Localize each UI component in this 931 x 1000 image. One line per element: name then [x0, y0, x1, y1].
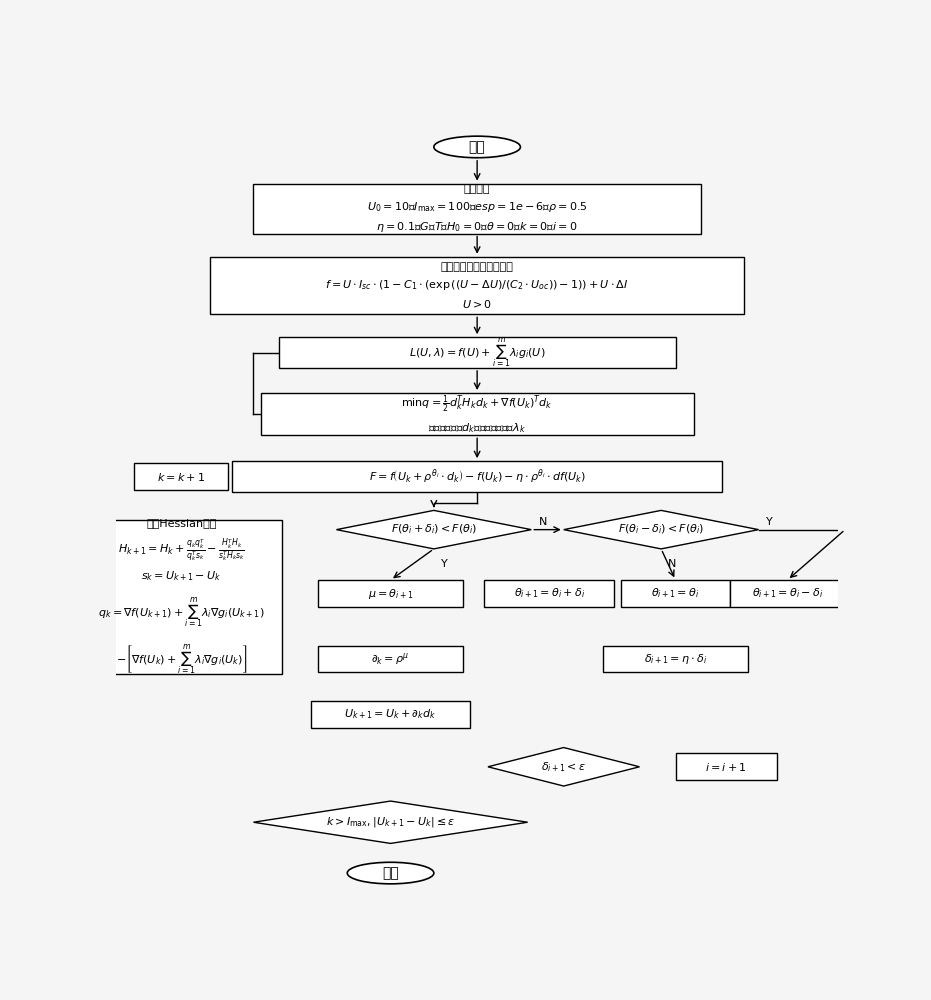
FancyBboxPatch shape: [80, 520, 282, 674]
Text: $\theta_{i+1}=\theta_i+\delta_i$: $\theta_{i+1}=\theta_i+\delta_i$: [514, 587, 585, 600]
Text: $\delta_{i+1}<\varepsilon$: $\delta_{i+1}<\varepsilon$: [541, 760, 587, 774]
Text: $F=f\left(U_k+\rho^{\theta_i}\cdot d_k\right)-f(U_k)-\eta\cdot\rho^{\theta_i}\cd: $F=f\left(U_k+\rho^{\theta_i}\cdot d_k\r…: [369, 467, 586, 486]
Text: 开始: 开始: [469, 140, 485, 154]
Text: $i=i+1$: $i=i+1$: [706, 761, 747, 773]
Text: $U_{k+1}=U_k+\partial_k d_k$: $U_{k+1}=U_k+\partial_k d_k$: [344, 708, 437, 721]
Text: 更新Hessian矩阵
$H_{k+1}=H_k+\frac{q_k q_k^T}{q_k^T s_k}-\frac{H_k^T H_k}{s_k^T H_k : 更新Hessian矩阵 $H_{k+1}=H_k+\frac{q_k q_k^T…: [98, 518, 264, 677]
Text: Y: Y: [765, 517, 773, 527]
Text: $\min q=\frac{1}{2}d_k^T H_k d_k+\nabla f(U_k)^T d_k$
确定搜索步长$d_k$和拉格朗日因子$\lambda: $\min q=\frac{1}{2}d_k^T H_k d_k+\nabla …: [401, 394, 553, 435]
FancyBboxPatch shape: [603, 646, 748, 672]
Polygon shape: [563, 510, 759, 549]
FancyBboxPatch shape: [134, 463, 228, 490]
Ellipse shape: [347, 862, 434, 884]
Text: $L(U,\lambda)=f(U)+\sum_{i=1}^{m}\lambda_i g_i(U)$: $L(U,\lambda)=f(U)+\sum_{i=1}^{m}\lambda…: [409, 335, 546, 370]
Text: $F(\theta_i+\delta_i)<F(\theta_i)$: $F(\theta_i+\delta_i)<F(\theta_i)$: [391, 523, 477, 536]
Text: $k>I_{\max},|U_{k+1}-U_k|\leq\varepsilon$: $k>I_{\max},|U_{k+1}-U_k|\leq\varepsilon…: [326, 815, 455, 829]
FancyBboxPatch shape: [311, 701, 470, 728]
FancyBboxPatch shape: [730, 580, 845, 607]
FancyBboxPatch shape: [278, 337, 676, 368]
Text: $\theta_{i+1}=\theta_i-\delta_i$: $\theta_{i+1}=\theta_i-\delta_i$: [751, 587, 823, 600]
Polygon shape: [253, 801, 528, 843]
Text: 给定初值
$U_0=10$、$I_{\max}=100$、$esp=1e-6$、$\rho=0.5$
$\eta=0.1$、$G$、$T$、$H_0=0$、$\: 给定初值 $U_0=10$、$I_{\max}=100$、$esp=1e-6$、…: [367, 184, 587, 234]
FancyBboxPatch shape: [318, 580, 463, 607]
FancyBboxPatch shape: [253, 184, 701, 234]
Text: $\mu=\theta_{i+1}$: $\mu=\theta_{i+1}$: [368, 587, 413, 601]
Text: N: N: [668, 559, 677, 569]
Ellipse shape: [434, 136, 520, 158]
Text: $F(\theta_i-\delta_i)<F(\theta_i)$: $F(\theta_i-\delta_i)<F(\theta_i)$: [618, 523, 705, 536]
Text: $k=k+1$: $k=k+1$: [157, 471, 206, 483]
FancyBboxPatch shape: [232, 461, 722, 492]
Text: $\theta_{i+1}=\theta_i$: $\theta_{i+1}=\theta_i$: [652, 587, 700, 600]
Text: Y: Y: [441, 559, 448, 569]
FancyBboxPatch shape: [210, 257, 744, 314]
Polygon shape: [336, 510, 532, 549]
Text: $\partial_k=\rho^{\mu}$: $\partial_k=\rho^{\mu}$: [371, 651, 410, 667]
Text: 终止: 终止: [383, 866, 398, 880]
Text: 给定目标函数和约束条件
$f=U\cdot I_{sc}\cdot\left(1-C_1\cdot\left(\exp\left((U-\Delta U)/(C: 给定目标函数和约束条件 $f=U\cdot I_{sc}\cdot\left(1…: [326, 262, 628, 310]
FancyBboxPatch shape: [676, 753, 776, 780]
FancyBboxPatch shape: [261, 393, 694, 435]
Text: N: N: [538, 517, 546, 527]
Polygon shape: [488, 748, 640, 786]
FancyBboxPatch shape: [622, 580, 730, 607]
Text: $\delta_{i+1}=\eta\cdot\delta_i$: $\delta_{i+1}=\eta\cdot\delta_i$: [644, 652, 708, 666]
FancyBboxPatch shape: [484, 580, 614, 607]
FancyBboxPatch shape: [318, 646, 463, 672]
